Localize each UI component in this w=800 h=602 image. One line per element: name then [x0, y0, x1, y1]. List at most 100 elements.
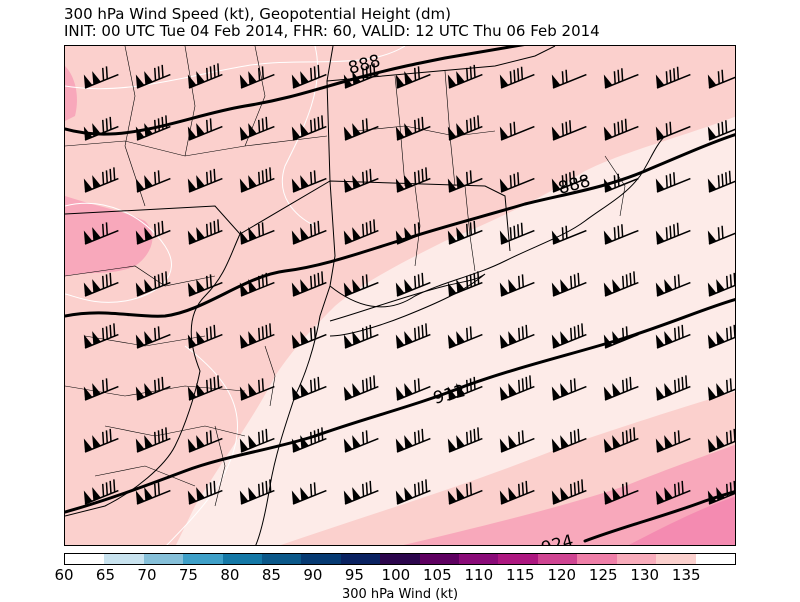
wind-barb — [135, 64, 171, 89]
wind-barb — [135, 115, 171, 141]
wind-barb — [239, 66, 275, 89]
wind-barb — [499, 222, 535, 245]
colorbar-bin — [695, 554, 735, 564]
wind-barb — [187, 63, 223, 89]
wind-barb — [551, 378, 587, 401]
wind-barb — [239, 378, 275, 401]
wind-barb — [343, 219, 379, 245]
wind-barb — [239, 272, 275, 297]
wind-barb — [135, 326, 171, 349]
wind-barb — [135, 427, 171, 453]
wind-barb — [239, 428, 275, 453]
county-line — [94, 465, 196, 487]
wind-barb — [603, 224, 639, 245]
wind-barb — [395, 428, 431, 453]
isotach-line — [65, 46, 406, 90]
shade-high-west — [65, 196, 153, 276]
wind-barb — [603, 376, 639, 401]
wind-barb — [395, 272, 431, 297]
wind-barb — [135, 271, 171, 297]
wind-barb — [291, 64, 327, 89]
wind-barb — [655, 430, 691, 453]
colorbar-bin — [419, 554, 460, 564]
wind-barb — [135, 376, 171, 401]
wind-barb — [291, 115, 327, 141]
colorbar — [64, 553, 736, 565]
county-line — [264, 345, 276, 407]
wind-barb — [291, 170, 327, 193]
wind-barb — [707, 428, 735, 453]
wind-barb — [603, 427, 639, 453]
map-subtitle: INIT: 00 UTC Tue 04 Feb 2014, FHR: 60, V… — [64, 22, 600, 40]
county-line — [354, 125, 496, 137]
colorbar-bin — [65, 554, 105, 564]
wind-barb — [707, 170, 735, 193]
wind-barb — [83, 378, 119, 401]
colorbar-bin — [380, 554, 420, 564]
colorbar-bin — [498, 554, 538, 564]
isotach-line — [281, 46, 319, 227]
wind-barb — [551, 428, 587, 453]
colorbar-tick-label: 100 — [381, 566, 411, 584]
height-contour — [65, 133, 735, 318]
shade-mid-northeast — [605, 46, 735, 129]
colorbar-bin — [183, 554, 223, 564]
colorbar-tick-label: 120 — [547, 566, 577, 584]
wind-barb — [499, 274, 535, 297]
wind-barb — [707, 69, 735, 89]
wind-barb — [239, 116, 275, 141]
wind-barb — [551, 120, 587, 141]
political-boundaries — [65, 46, 666, 545]
wind-barb — [551, 323, 587, 349]
coastline — [329, 273, 486, 337]
colorbar-bin — [459, 554, 499, 564]
colorbar-bin — [656, 554, 696, 564]
wind-barb — [655, 222, 691, 245]
wind-barb — [343, 375, 379, 401]
county-line — [414, 185, 421, 267]
wind-barb — [603, 173, 639, 193]
colorbar-tick-label: 65 — [95, 566, 116, 584]
wind-barb — [291, 376, 327, 401]
wind-barb — [239, 167, 275, 193]
wind-barb — [187, 324, 223, 349]
colorbar-tick-label: 80 — [220, 566, 240, 584]
wind-barb — [707, 120, 735, 141]
wind-barb — [291, 220, 327, 245]
shade-mid-region — [65, 46, 735, 545]
isotach-line — [65, 202, 172, 303]
colorbar-bin — [301, 554, 341, 564]
colorbar-bin — [222, 554, 263, 564]
colorbar-bin — [262, 554, 302, 564]
wind-barb — [707, 378, 735, 401]
colorbar-tick-label: 75 — [178, 566, 198, 584]
wind-barb — [551, 69, 587, 89]
colorbar-label: 300 hPa Wind (kt) — [341, 587, 459, 602]
colorbar-tick-label: 130 — [630, 566, 660, 584]
wind-barb — [395, 378, 431, 401]
wind-barb — [447, 64, 483, 89]
wind-barb — [395, 323, 431, 349]
wind-barb — [343, 274, 379, 297]
wind-barb — [707, 272, 735, 297]
wind-barbs — [83, 63, 735, 505]
wind-barb — [499, 480, 535, 505]
county-line — [604, 155, 626, 217]
wind-barb — [187, 118, 223, 141]
wind-barb — [83, 66, 119, 89]
wind-barb — [83, 167, 119, 193]
height-contour — [65, 46, 525, 136]
shade-low-coastal — [365, 176, 735, 376]
wind-barb — [135, 220, 171, 245]
wind-barb — [291, 427, 327, 453]
wind-barb — [499, 375, 535, 401]
wind-barb — [447, 115, 483, 141]
wind-barb — [187, 480, 223, 505]
map-title: 300 hPa Wind Speed (kt), Geopotential He… — [64, 5, 452, 23]
wind-barb — [187, 168, 223, 193]
wind-barb — [603, 68, 639, 89]
wind-barb — [447, 482, 483, 505]
wind-barb — [603, 118, 639, 141]
wind-barb — [291, 271, 327, 297]
colorbar-tick-label: 70 — [137, 566, 157, 584]
